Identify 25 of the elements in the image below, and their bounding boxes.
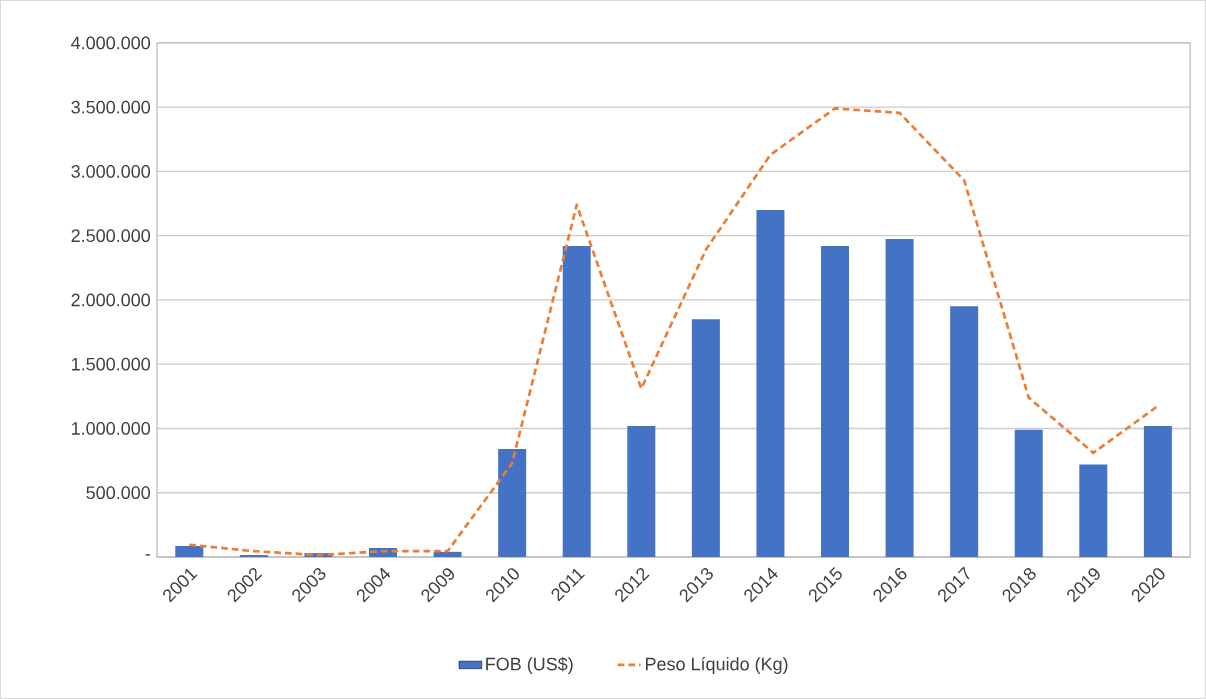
bar <box>1143 425 1172 557</box>
legend-label: FOB (US$) <box>486 656 573 674</box>
bar <box>756 209 785 557</box>
bar <box>175 546 204 557</box>
y-tick-label: 3.000.000 <box>71 165 151 178</box>
bar <box>498 449 527 557</box>
y-tick-label: 1.000.000 <box>72 422 151 435</box>
bar <box>950 306 979 557</box>
y-tick-label: 3.500.000 <box>71 100 151 114</box>
y-tick-label: 2.500.000 <box>71 229 151 243</box>
y-tick-label: 1.500.000 <box>72 357 151 371</box>
bar <box>1079 464 1108 557</box>
legend-label: Peso Líquido (Kg) <box>646 656 788 674</box>
bar <box>691 319 720 557</box>
line-series <box>187 107 1160 557</box>
y-tick-label: 500.000 <box>86 486 151 500</box>
y-tick-label: 2.000.000 <box>71 293 151 307</box>
bar <box>433 551 462 557</box>
bar <box>821 245 850 557</box>
bar <box>885 238 914 557</box>
y-tick-label: 4.000.000 <box>71 36 151 50</box>
bar <box>627 425 656 557</box>
bar <box>1014 429 1043 557</box>
y-tick-label: - <box>145 554 150 556</box>
bar <box>562 245 591 557</box>
